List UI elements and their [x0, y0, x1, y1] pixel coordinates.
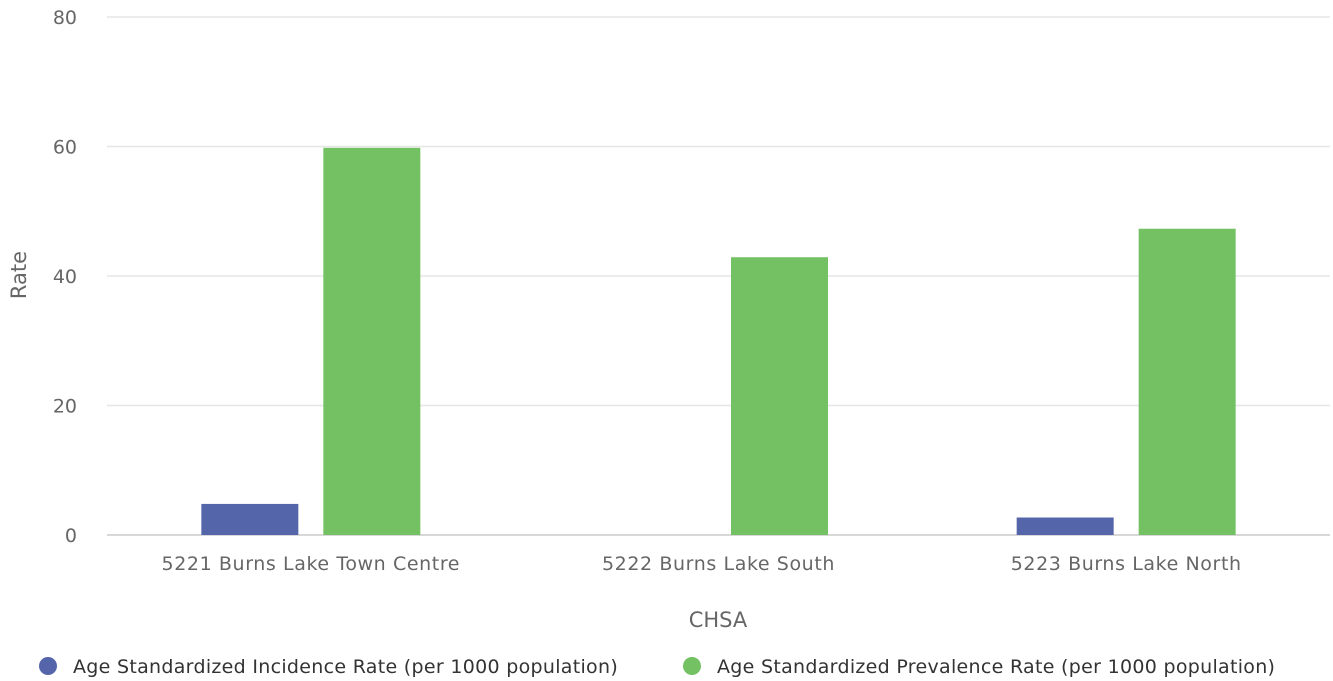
legend-label: Age Standardized Prevalence Rate (per 10…: [717, 656, 1275, 678]
bar-prevalence[interactable]: [1138, 228, 1236, 536]
y-axis-title: Rate: [7, 251, 31, 299]
y-tick-label: 20: [53, 396, 77, 418]
legend-item[interactable]: Age Standardized Prevalence Rate (per 10…: [683, 656, 1275, 678]
bar-prevalence[interactable]: [731, 257, 828, 535]
y-tick-label: 80: [53, 7, 77, 29]
y-tick-label: 0: [65, 525, 77, 547]
y-tick-label: 40: [53, 266, 77, 288]
legend-marker: [39, 657, 57, 675]
y-axis-ticks: 0 20 40 60 80: [53, 7, 77, 547]
x-axis-categories: 5221 Burns Lake Town Centre 5222 Burns La…: [162, 553, 1242, 575]
legend: Age Standardized Incidence Rate (per 100…: [39, 656, 1275, 678]
legend-marker: [683, 657, 701, 675]
bar-incidence[interactable]: [201, 503, 299, 535]
x-category-label: 5223 Burns Lake North: [1011, 553, 1242, 575]
bar-prevalence[interactable]: [323, 147, 421, 536]
legend-label: Age Standardized Incidence Rate (per 100…: [73, 656, 618, 678]
x-category-label: 5222 Burns Lake South: [602, 553, 835, 575]
bars: [201, 147, 1236, 536]
legend-item[interactable]: Age Standardized Incidence Rate (per 100…: [39, 656, 618, 678]
x-axis-title: CHSA: [689, 608, 748, 632]
bar-incidence[interactable]: [1016, 517, 1114, 535]
x-category-label: 5221 Burns Lake Town Centre: [162, 553, 461, 575]
y-tick-label: 60: [53, 137, 77, 159]
gridlines: [107, 16, 1330, 536]
